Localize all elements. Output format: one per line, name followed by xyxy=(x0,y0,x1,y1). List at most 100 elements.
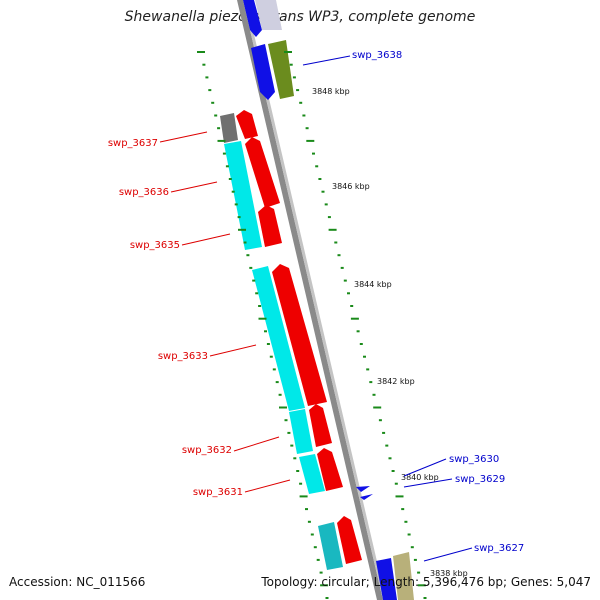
leader-swp3635 xyxy=(181,233,231,246)
tick-minor xyxy=(246,254,250,257)
tick-minor xyxy=(237,216,241,219)
gene-block-red-lower[interactable] xyxy=(337,516,362,564)
tick-minor xyxy=(404,520,408,523)
gene-block-top-blue[interactable] xyxy=(243,0,262,37)
kbp-marker-3848: 3848 kbp xyxy=(312,87,350,96)
gene-label-swp3629[interactable]: swp_3629 xyxy=(455,474,505,485)
tick-minor xyxy=(356,330,360,333)
tick-minor xyxy=(347,292,350,295)
gene-block-swp3632-cyan[interactable] xyxy=(289,409,313,454)
tick-major xyxy=(373,406,382,409)
gene-arrow-swp3629[interactable] xyxy=(360,494,373,500)
tick-minor xyxy=(243,241,247,244)
leader-swp3633 xyxy=(209,344,257,357)
gene-label-swp3632[interactable]: swp_3632 xyxy=(182,445,232,456)
tick-minor xyxy=(401,508,405,511)
tick-minor xyxy=(289,63,293,66)
gene-label-swp3630[interactable]: swp_3630 xyxy=(449,454,499,465)
tick-minor xyxy=(372,393,376,396)
tick-minor xyxy=(205,76,209,79)
leader-swp3630 xyxy=(403,458,447,477)
tick-minor xyxy=(252,279,256,282)
tick-major xyxy=(299,495,308,498)
tick-minor xyxy=(313,546,317,549)
tick-minor xyxy=(202,63,206,66)
tick-minor xyxy=(305,508,308,511)
tick-major xyxy=(279,406,287,409)
tick-major xyxy=(217,139,226,142)
gene-block-swp3638b[interactable] xyxy=(268,40,294,99)
gene-label-swp3636[interactable]: swp_3636 xyxy=(119,187,169,198)
tick-minor xyxy=(269,355,273,358)
gene-block-swp3637[interactable] xyxy=(236,110,258,139)
gene-arrow-swp3630[interactable] xyxy=(356,486,370,492)
tick-minor xyxy=(296,89,300,92)
gene-block-swp3636-cyan[interactable] xyxy=(224,141,262,250)
leader-swp3627 xyxy=(423,547,473,562)
gene-block-cyan-lower[interactable] xyxy=(318,522,343,570)
gene-block-swp3631[interactable] xyxy=(317,448,343,491)
tick-minor xyxy=(410,546,414,549)
gene-block-top-grey[interactable] xyxy=(255,0,282,30)
gene-block-swp3635[interactable] xyxy=(258,205,282,247)
tick-minor xyxy=(350,305,354,307)
tick-major xyxy=(197,51,205,53)
tick-major xyxy=(306,139,315,142)
tick-minor xyxy=(369,381,373,384)
gene-block-swp3638a[interactable] xyxy=(251,44,275,100)
gene-label-swp3627[interactable]: swp_3627 xyxy=(474,543,524,554)
tick-minor xyxy=(324,203,328,206)
tick-minor xyxy=(318,178,322,180)
gene-label-swp3635[interactable]: swp_3635 xyxy=(130,240,180,251)
gene-label-swp3631[interactable]: swp_3631 xyxy=(193,487,243,498)
tick-minor xyxy=(231,190,235,193)
gene-block-swp3632[interactable] xyxy=(309,404,332,447)
tick-minor xyxy=(407,533,411,536)
gene-label-swp3637[interactable]: swp_3637 xyxy=(108,138,158,149)
genome-title: Shewanella piezotolerans WP3, complete g… xyxy=(124,9,476,25)
tick-minor xyxy=(394,482,398,485)
genome-backbone xyxy=(237,0,383,600)
tick-minor xyxy=(299,482,303,485)
tick-minor xyxy=(214,114,218,117)
tick-minor xyxy=(378,419,382,422)
gene-label-swp3633[interactable]: swp_3633 xyxy=(158,351,208,362)
gene-block-swp3633-cyan[interactable] xyxy=(252,266,305,411)
tick-minor xyxy=(284,419,288,422)
leader-swp3629 xyxy=(403,478,453,488)
tick-minor xyxy=(325,597,329,599)
tick-minor xyxy=(225,165,229,168)
tick-major xyxy=(395,495,404,498)
gene-block-swp3636[interactable] xyxy=(245,137,280,208)
tick-minor xyxy=(310,533,314,536)
tick-minor xyxy=(290,444,294,447)
tick-minor xyxy=(302,114,306,117)
tick-minor xyxy=(255,292,259,295)
tick-minor xyxy=(413,558,417,561)
tick-minor xyxy=(382,431,386,434)
tick-minor xyxy=(249,266,253,269)
kbp-marker-3844: 3844 kbp xyxy=(354,280,392,289)
gene-label-swp3638[interactable]: swp_3638 xyxy=(352,50,402,61)
tick-marks xyxy=(197,51,427,599)
tick-minor xyxy=(359,343,363,345)
kbp-marker-3838: 3838 kbp xyxy=(430,569,468,578)
tick-minor xyxy=(305,127,309,130)
gene-block-swp3631-cyan[interactable] xyxy=(299,454,325,494)
tick-minor xyxy=(272,368,276,371)
tick-major xyxy=(417,584,426,587)
tick-minor xyxy=(388,457,392,460)
tick-minor xyxy=(315,165,319,168)
tick-minor xyxy=(296,470,300,472)
tick-minor xyxy=(385,444,389,447)
tick-minor xyxy=(222,152,226,155)
gene-block-swp3627-khaki[interactable] xyxy=(393,552,414,600)
tick-minor xyxy=(312,152,315,155)
accession-text: Accession: NC_011566 xyxy=(9,575,146,589)
tick-minor xyxy=(334,241,338,244)
tick-minor xyxy=(208,89,212,92)
gene-block-swp3633[interactable] xyxy=(272,264,327,406)
gene-block-swp3637-grey[interactable] xyxy=(220,113,238,143)
gene-block-swp3627-blue[interactable] xyxy=(376,558,397,600)
